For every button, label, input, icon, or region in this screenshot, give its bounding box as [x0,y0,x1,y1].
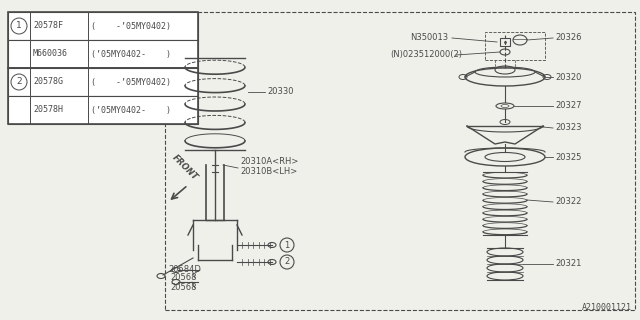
Bar [500,38,510,46]
Text: N350013: N350013 [410,34,448,43]
Text: 2: 2 [284,258,290,267]
Text: 20323: 20323 [555,124,582,132]
Text: 20322: 20322 [555,197,581,206]
Text: 1: 1 [16,21,22,30]
Bar [8,96,198,124]
Text: 2: 2 [16,77,22,86]
Bar [8,68,198,124]
Text: FRONT: FRONT [170,153,200,182]
Text: 20326: 20326 [555,34,582,43]
Text: 20325: 20325 [555,153,581,162]
Text: 20568: 20568 [170,284,196,292]
Bar [485,32,545,60]
Bar [8,40,198,68]
Text: 20310B<LH>: 20310B<LH> [240,167,297,177]
Text: (    -’05MY0402): ( -’05MY0402) [91,21,171,30]
Text: 20320: 20320 [555,73,581,82]
Text: 20330: 20330 [267,87,294,97]
Text: 20310A<RH>: 20310A<RH> [240,157,298,166]
Text: 1: 1 [284,241,290,250]
Text: 20578H: 20578H [33,106,63,115]
Text: (’05MY0402-    ): (’05MY0402- ) [91,106,171,115]
Text: (    -’05MY0402): ( -’05MY0402) [91,77,171,86]
Text: 20578G: 20578G [33,77,63,86]
Text: M660036: M660036 [33,50,68,59]
Text: 20584D: 20584D [168,266,201,275]
Text: 20327: 20327 [555,101,582,110]
Text: 20568: 20568 [170,274,196,283]
Bar [8,12,198,68]
Text: 20321: 20321 [555,260,581,268]
Text: A210001121: A210001121 [582,303,632,312]
Text: (N)023512000(2): (N)023512000(2) [390,51,462,60]
Text: 20578F: 20578F [33,21,63,30]
Bar [8,12,198,40]
Text: (’05MY0402-    ): (’05MY0402- ) [91,50,171,59]
Bar [165,12,635,310]
Bar [8,68,198,96]
